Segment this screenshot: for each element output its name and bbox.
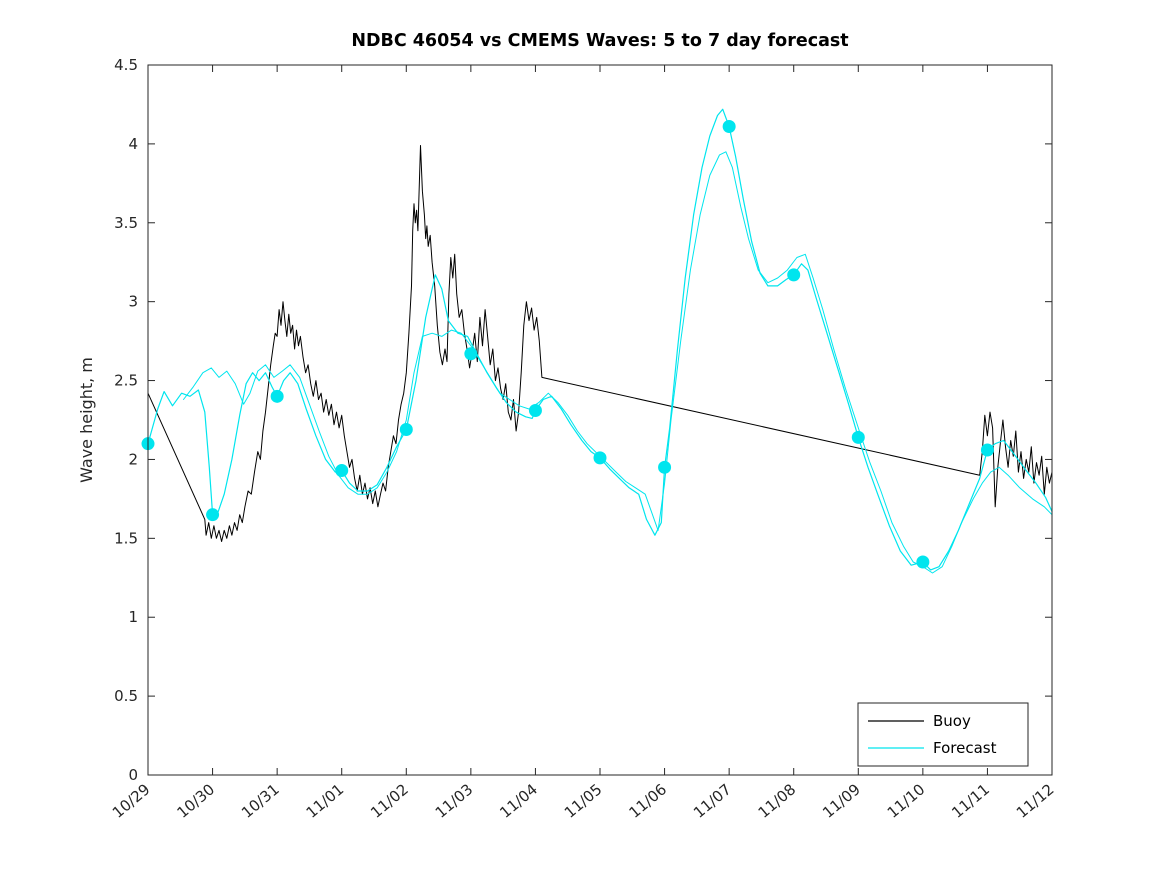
legend-box (857, 702, 1029, 767)
forecast-marker (980, 443, 994, 457)
plot-background (148, 65, 1052, 775)
x-tick-label: 11/06 (625, 780, 670, 822)
x-tick-label: 11/09 (819, 780, 864, 822)
forecast-marker (206, 508, 220, 522)
forecast-second-run-line (183, 151, 1053, 574)
x-tick-label: 11/08 (755, 780, 800, 822)
y-tick-label: 4.5 (114, 56, 138, 74)
x-tick-label: 10/31 (238, 780, 283, 822)
y-tick-label: 0 (128, 766, 138, 784)
legend-label-forecast: Forecast (933, 739, 997, 757)
x-tick-label: 11/01 (303, 780, 348, 822)
chart-title: NDBC 46054 vs CMEMS Waves: 5 to 7 day fo… (351, 31, 848, 51)
forecast-marker (787, 268, 801, 282)
forecast-marker (722, 120, 736, 134)
x-tick-label: 11/10 (884, 780, 929, 822)
y-tick-label: 1.5 (114, 529, 138, 547)
forecast-marker (916, 555, 930, 569)
x-tick-label: 10/30 (173, 780, 218, 822)
x-tick-label: 11/11 (948, 780, 993, 822)
data-series (141, 108, 1053, 574)
axes-box (147, 64, 1053, 776)
buoy-line (147, 145, 1053, 542)
y-axis-label: Wave height, m (77, 357, 96, 483)
y-tick-label: 4 (128, 135, 138, 153)
y-tick-label: 0.5 (114, 687, 138, 705)
x-tick-label: 11/04 (496, 780, 541, 822)
forecast-marker (335, 463, 349, 477)
legend-label-buoy: Buoy (933, 712, 971, 730)
x-tick-label: 11/02 (367, 780, 412, 822)
y-tick-label: 3.5 (114, 214, 138, 232)
x-tick-label: 11/05 (561, 780, 606, 822)
forecast-marker (851, 430, 865, 444)
forecast-marker (593, 451, 607, 465)
x-tick-label: 11/12 (1013, 780, 1058, 822)
x-tick-label: 11/03 (432, 780, 477, 822)
forecast-marker (658, 460, 672, 474)
y-tick-label: 3 (128, 293, 138, 311)
legend: Buoy Forecast (857, 702, 1029, 767)
forecast-marker (464, 347, 478, 361)
y-tick-label: 1 (128, 608, 138, 626)
forecast-marker (399, 422, 413, 436)
forecast-marker (528, 404, 542, 418)
y-tick-label: 2 (128, 450, 138, 468)
x-tick-label: 10/29 (109, 780, 154, 822)
y-tick-label: 2.5 (114, 372, 138, 390)
forecast-marker (270, 389, 284, 403)
forecast-line (147, 108, 1053, 571)
x-tick-label: 11/07 (690, 780, 735, 822)
